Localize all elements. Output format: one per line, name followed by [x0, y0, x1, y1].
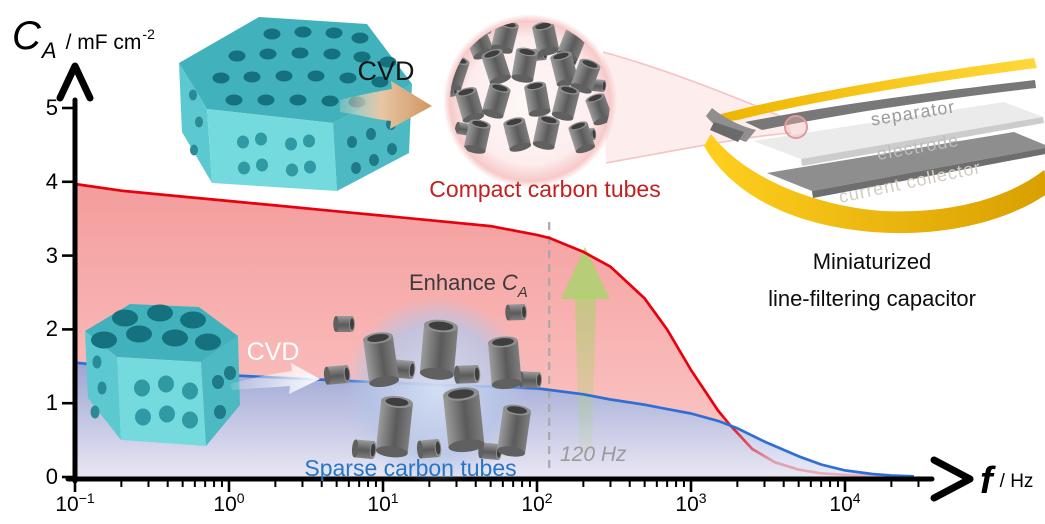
y-tick-label: 3 — [45, 242, 58, 268]
cvd-label-top: CVD — [357, 56, 415, 86]
capacitor-electrode-plate — [767, 132, 1045, 191]
axes — [56, 62, 974, 502]
y-axis-subscript: A — [41, 38, 57, 63]
x-tick-label: 102 — [521, 490, 553, 516]
flare-endpoint-circle — [784, 115, 808, 139]
y-axis-symbol: C — [12, 14, 41, 58]
enhance-ca-label: Enhance CA — [409, 270, 528, 301]
capacitor-top-collector — [714, 58, 1037, 121]
x-tick-label: 100 — [213, 490, 245, 516]
x-axis-unit: / Hz — [999, 471, 1034, 492]
enhance-symbol: C — [501, 270, 518, 295]
cvd-label-bottom: CVD — [246, 338, 300, 366]
x-axis-arrowhead — [930, 456, 974, 502]
enhance-arrow-head — [561, 247, 610, 299]
capacitor-separator-plate — [753, 102, 1043, 159]
x-tick-label: 101 — [367, 490, 399, 516]
x-tick-label: 104 — [829, 490, 861, 516]
capacitor-electrode-edge — [812, 147, 1045, 198]
device-caption-line1: Miniaturized — [812, 249, 932, 274]
compact-curve — [74, 182, 892, 478]
sparse-carbon-tubes-illustration — [323, 304, 542, 460]
enhance-arrow-shaft — [575, 294, 596, 453]
y-tick-label: 5 — [45, 95, 58, 120]
device-caption-line2: line-filtering capacitor — [768, 286, 976, 311]
hexagon-front-face — [207, 109, 337, 191]
template-pores — [90, 304, 236, 429]
enhance-arrow — [561, 247, 610, 453]
device-caption: Miniaturized line-filtering capacitor — [722, 243, 1022, 317]
x-axis-symbol: f — [980, 460, 993, 502]
y-tick-label: 0 — [45, 464, 58, 489]
freq-marker-label: 120 Hz — [560, 443, 627, 466]
cvd-arrow-bottom — [230, 363, 320, 394]
y-tick-label: 2 — [45, 316, 58, 342]
compact-carbon-tubes-illustration — [450, 21, 610, 154]
y-axis-unit-exponent: -2 — [142, 26, 155, 42]
sparse-carbon-tubes-label: Sparse carbon tubes — [304, 455, 517, 481]
hexagon-right-face — [201, 336, 240, 446]
y-axis-arrowhead — [56, 62, 94, 102]
enhance-text: Enhance — [409, 270, 496, 295]
capacitor-separator-edge — [801, 117, 1044, 166]
cvd-arrow-top — [340, 81, 432, 129]
template-pores — [189, 26, 404, 177]
capacitor-clamp — [706, 108, 756, 142]
capacitor-illustration — [704, 58, 1045, 234]
compact-carbon-tubes-label: Compact carbon tubes — [429, 176, 661, 202]
capacitor-clamp-shadow — [710, 122, 744, 142]
capacitor-thin-electrode — [745, 80, 1036, 130]
axis-ticks — [62, 106, 920, 492]
y-tick-label: 4 — [45, 168, 58, 194]
enhance-subscript: A — [517, 284, 528, 301]
x-axis-title: f / Hz — [980, 460, 1033, 503]
y-tick-label: 1 — [45, 390, 58, 416]
y-axis-title: CA / mF cm-2 — [12, 14, 155, 63]
x-tick-label: 103 — [675, 490, 707, 516]
porous-template-sparse — [85, 304, 240, 446]
y-axis-unit: / mF cm — [65, 31, 142, 54]
x-tick-label: 10−1 — [55, 490, 95, 516]
capacitor-bottom-collector — [704, 134, 1045, 234]
hexagon-front-face — [117, 357, 206, 446]
